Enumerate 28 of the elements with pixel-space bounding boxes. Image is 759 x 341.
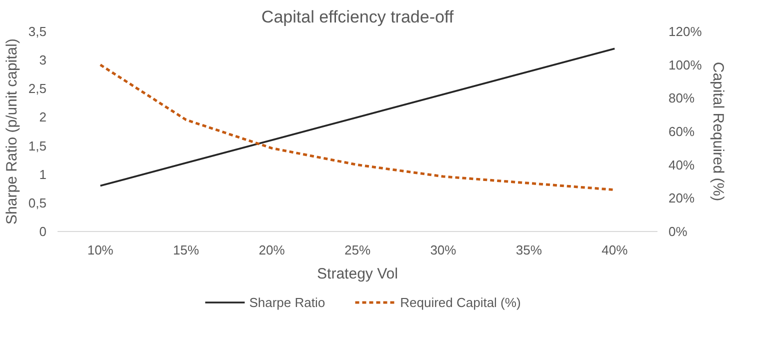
- y-tick-label: 1,5: [28, 138, 47, 154]
- x-tick-label: 25%: [344, 242, 371, 258]
- x-tick-label: 15%: [173, 242, 200, 258]
- y-tick-label: 2: [39, 110, 47, 125]
- y2-tick-label: 40%: [668, 157, 695, 172]
- chart-title: Capital effciency trade-off: [261, 8, 454, 26]
- y2-tick-label: 100%: [668, 57, 702, 72]
- legend-label: Sharpe Ratio: [249, 294, 326, 310]
- y-tick-label: 0,5: [28, 195, 47, 210]
- y2-tick-label: 120%: [668, 24, 702, 39]
- y2-axis-title: Capital Required (%): [710, 62, 727, 202]
- y-tick-label: 3,5: [28, 24, 47, 39]
- y-axis-title: Sharpe Ratio (p/unit capital): [3, 38, 20, 224]
- x-axis-title: Strategy Vol: [317, 266, 398, 282]
- x-tick-label: 20%: [258, 242, 286, 258]
- x-tick-label: 35%: [516, 242, 542, 258]
- x-tick-label: 10%: [87, 242, 114, 258]
- y-tick-label: 1: [39, 166, 47, 182]
- y2-tick-label: 60%: [668, 124, 695, 139]
- y2-tick-label: 20%: [668, 190, 695, 206]
- y-tick-label: 3: [39, 52, 47, 68]
- x-tick-label: 30%: [430, 242, 457, 258]
- y2-tick-label: 80%: [668, 90, 695, 106]
- y-tick-label: 2,5: [28, 81, 47, 96]
- y2-tick-label: 0%: [668, 224, 688, 239]
- legend-label: Required Capital (%): [400, 294, 521, 310]
- x-tick-label: 40%: [602, 242, 628, 258]
- y-tick-label: 0: [39, 224, 47, 239]
